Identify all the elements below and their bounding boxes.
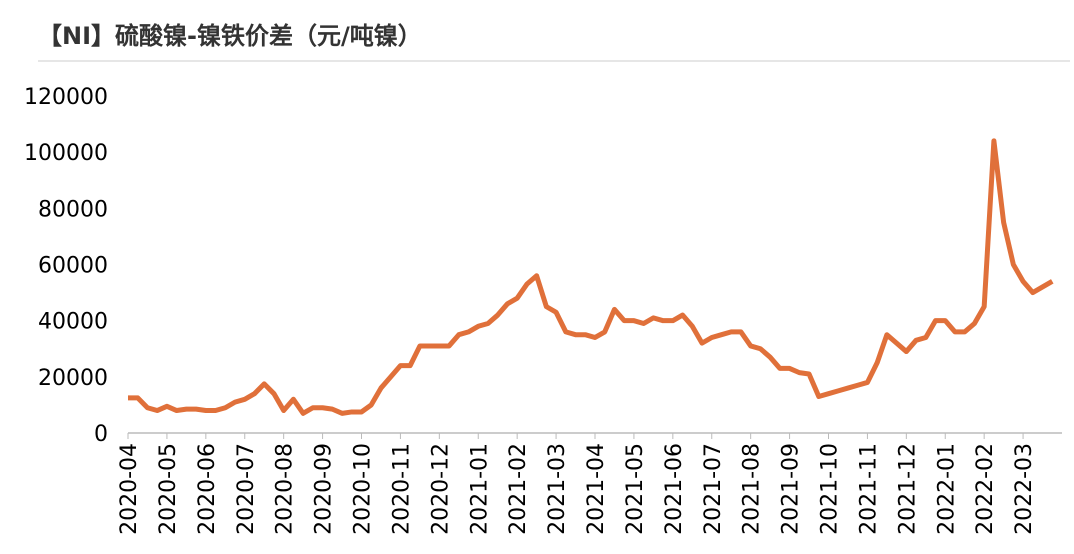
- data-line: [128, 138, 1054, 416]
- y-tick-label: 20000: [38, 366, 108, 391]
- x-tick-label: 2021-05: [623, 443, 648, 535]
- x-tick-label: 2020-10: [351, 443, 376, 535]
- x-tick-label: 2021-07: [701, 443, 726, 535]
- x-tick-label: 2021-10: [818, 443, 843, 535]
- x-tick-label: 2022-02: [973, 443, 998, 535]
- y-tick-label: 80000: [38, 197, 108, 222]
- x-tick-label: 2020-04: [117, 443, 142, 535]
- x-tick-label: 2022-03: [1012, 443, 1037, 535]
- x-tick-label: 2021-12: [895, 443, 920, 535]
- x-tick-label: 2020-12: [428, 443, 453, 535]
- y-tick-label: 120000: [24, 85, 108, 110]
- x-tick-label: 2021-01: [467, 443, 492, 535]
- x-tick-label: 2021-02: [506, 443, 531, 535]
- x-tick-label: 2021-09: [779, 443, 804, 535]
- x-tick-label: 2022-01: [934, 443, 959, 535]
- y-tick-label: 60000: [38, 254, 108, 279]
- x-tick-label: 2020-07: [234, 443, 259, 535]
- x-tick-label: 2020-05: [156, 443, 181, 535]
- y-tick-label: 40000: [38, 310, 108, 335]
- chart-title: 【NI】硫酸镍-镍铁价差（元/吨镍）: [38, 22, 422, 50]
- x-tick-label: 2021-11: [856, 443, 881, 535]
- x-tick-label: 2021-06: [662, 443, 687, 535]
- x-tick-label: 2021-04: [584, 443, 609, 535]
- x-tick-label: 2020-06: [195, 443, 220, 535]
- y-tick-label: 100000: [24, 141, 108, 166]
- x-tick-label: 2020-08: [273, 443, 298, 535]
- x-tick-label: 2021-08: [740, 443, 765, 535]
- x-tick-label: 2021-03: [545, 443, 570, 535]
- x-tick-label: 2020-11: [389, 443, 414, 535]
- y-tick-label: 0: [94, 422, 108, 447]
- x-tick-label: 2020-09: [312, 443, 337, 535]
